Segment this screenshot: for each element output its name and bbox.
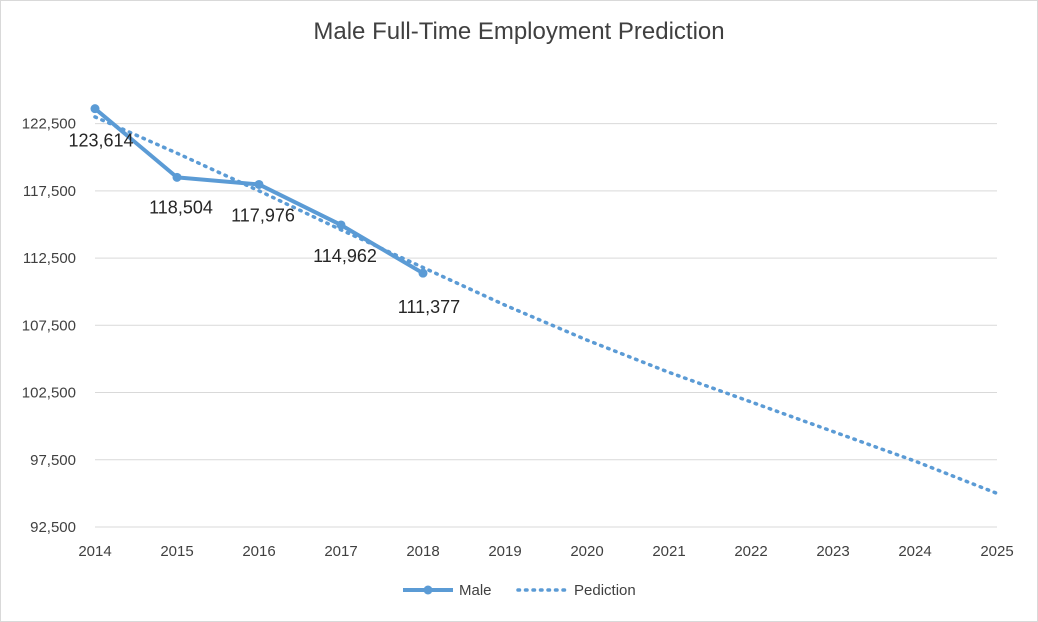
x-axis-ticks: 2014 2015 2016 2017 2018 2019 2020 2021 2022 2023…: [78, 543, 1013, 560]
data-label: 117,976: [231, 205, 295, 225]
x-tick-label: 2022: [734, 543, 767, 560]
series-layer: [90, 104, 999, 496]
data-labels: 123,614 118,504 117,976 114,962 111,377: [68, 131, 460, 318]
y-tick-label: 92,500: [30, 519, 76, 536]
x-tick-label: 2020: [570, 543, 603, 560]
x-tick-label: 2021: [652, 543, 685, 560]
x-tick-label: 2014: [78, 543, 111, 560]
x-tick-label: 2024: [898, 543, 931, 560]
legend-label-male: Male: [459, 582, 492, 599]
x-tick-label: 2016: [242, 543, 275, 560]
data-label: 123,614: [68, 131, 133, 151]
x-tick-label: 2025: [980, 543, 1013, 560]
male-point: [336, 220, 346, 230]
male-point: [254, 179, 264, 189]
x-tick-label: 2018: [406, 543, 439, 560]
data-label: 118,504: [149, 197, 213, 217]
male-point: [90, 104, 100, 114]
data-label: 111,377: [398, 297, 460, 317]
y-tick-label: 97,500: [30, 452, 76, 469]
series-line-prediction: [93, 115, 999, 496]
male-point: [418, 268, 428, 278]
y-tick-label: 102,500: [22, 385, 76, 402]
x-tick-label: 2023: [816, 543, 849, 560]
y-tick-label: 122,500: [22, 116, 76, 133]
legend: Male Pediction: [403, 582, 636, 599]
y-axis-ticks: 92,500 97,500 102,500 107,500 112,500 117,500…: [22, 116, 76, 536]
chart-title: Male Full-Time Employment Prediction: [313, 18, 724, 45]
male-point: [172, 172, 182, 182]
x-tick-label: 2019: [488, 543, 521, 560]
y-tick-label: 112,500: [23, 250, 76, 267]
legend-male-marker: [423, 585, 433, 595]
data-label: 114,962: [313, 246, 377, 266]
x-tick-label: 2017: [324, 543, 357, 560]
gridlines: [95, 123, 997, 528]
legend-label-prediction: Pediction: [574, 582, 636, 599]
y-tick-label: 107,500: [22, 317, 76, 334]
x-tick-label: 2015: [160, 543, 193, 560]
y-tick-label: 117,500: [23, 183, 76, 200]
